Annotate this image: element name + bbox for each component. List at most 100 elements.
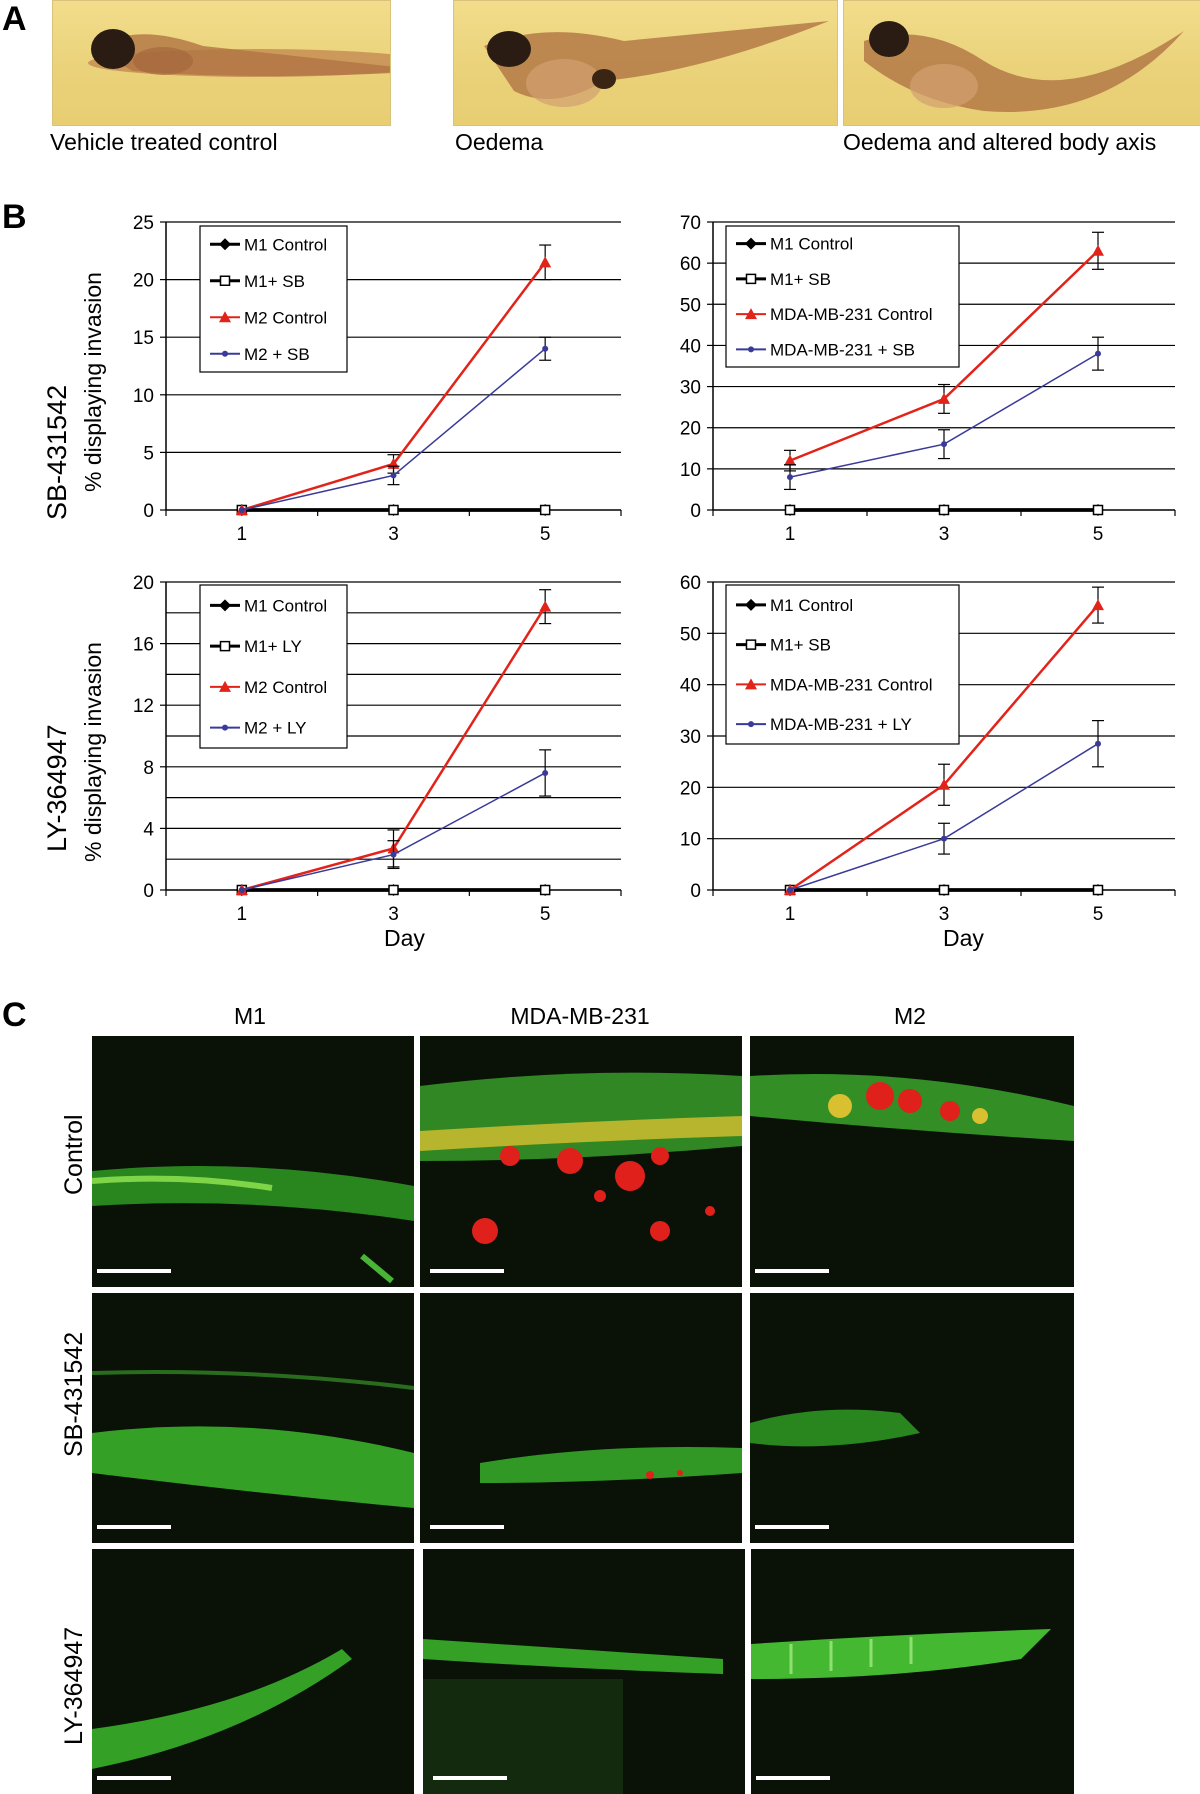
y-tick-label: 10: [680, 460, 701, 481]
data-point: [787, 887, 793, 893]
xlabel-right: Day: [943, 925, 984, 951]
larva-photo-oedema: [453, 0, 838, 126]
data-point: [938, 504, 950, 516]
legend-label: MDA-MB-231 Control: [770, 675, 933, 694]
y-tick-label: 8: [143, 758, 154, 779]
legend-marker: [745, 639, 757, 650]
legend-label: M2 Control: [244, 308, 327, 327]
legend-box: [725, 225, 960, 368]
y-tick-label: 0: [143, 881, 154, 902]
y-tick-label: 60: [680, 573, 701, 594]
scale-bar: [756, 1776, 830, 1780]
legend-label: M1+ SB: [770, 636, 831, 655]
data-point: [941, 441, 947, 448]
y-tick-label: 15: [133, 328, 154, 349]
legend-marker: [748, 721, 754, 728]
image-m2-ly: [751, 1549, 1074, 1794]
x-tick-label: 1: [237, 904, 248, 925]
legend-box: [199, 584, 348, 749]
legend-label: M1 Control: [770, 596, 853, 615]
x-tick-label: 5: [540, 524, 551, 545]
x-tick-label: 5: [540, 904, 551, 925]
data-point: [938, 884, 950, 896]
legend-label: M1+ LY: [244, 637, 302, 656]
y-tick-label: 5: [143, 443, 154, 464]
data-point: [1092, 244, 1104, 256]
fluorescence-m1-control: [92, 1166, 414, 1284]
fluorescence-mda-ly: [423, 1639, 723, 1794]
data-point: [390, 851, 397, 858]
data-point: [539, 256, 552, 268]
legend-label: M1 Control: [244, 596, 327, 615]
data-point: [938, 778, 950, 790]
scale-bar: [97, 1269, 171, 1273]
fluorescence-mda-control: [420, 1072, 742, 1244]
x-tick-label: 1: [785, 904, 796, 925]
data-point: [1095, 740, 1101, 747]
panel-c-label: C: [2, 996, 27, 1034]
image-m2-control: [750, 1036, 1074, 1287]
data-point: [787, 474, 793, 481]
y-tick-label: 70: [680, 213, 701, 234]
fluorescence-mda-sb: [480, 1447, 742, 1483]
legend-marker: [219, 599, 231, 612]
y-tick-label: 40: [680, 676, 701, 697]
data-point: [539, 884, 551, 896]
col-title-m1: M1: [234, 1003, 266, 1029]
legend-marker: [219, 640, 231, 652]
col-title-m2: M2: [894, 1003, 926, 1029]
fluorescence-m2-ly: [751, 1629, 1051, 1679]
y-tick-label: 20: [133, 271, 154, 292]
data-point: [388, 504, 399, 516]
scale-bar: [433, 1776, 507, 1780]
legend-label: M1 Control: [244, 235, 327, 254]
legend-marker: [219, 238, 231, 251]
legend-label: MDA-MB-231 Control: [770, 305, 933, 324]
data-point: [784, 504, 796, 516]
legend-box: [725, 584, 960, 745]
legend-marker: [222, 724, 228, 731]
image-mda-control: [420, 1036, 742, 1287]
legend-marker: [222, 350, 228, 357]
y-tick-label: 0: [143, 501, 154, 522]
col-title-mda: MDA-MB-231: [510, 1003, 650, 1029]
image-m1-ly: [92, 1549, 414, 1794]
data-point: [938, 392, 950, 404]
legend-label: M1 Control: [770, 235, 853, 254]
legend-label: M2 + SB: [244, 345, 310, 364]
data-point: [238, 887, 245, 893]
image-mda-sb: [420, 1293, 742, 1543]
larva-photo-control: [52, 0, 433, 126]
legend-marker: [745, 237, 757, 250]
data-point: [539, 504, 551, 516]
scale-bar: [97, 1525, 171, 1529]
legend-label: M2 + LY: [244, 719, 307, 738]
data-point: [941, 835, 947, 842]
y-tick-label: 25: [133, 213, 154, 234]
larva-oedema-image: [484, 21, 829, 107]
y-tick-label: 0: [690, 501, 701, 522]
x-tick-label: 5: [1093, 904, 1104, 925]
image-mda-ly: [423, 1549, 745, 1794]
fluorescence-m2-sb: [750, 1409, 920, 1447]
fluorescence-m2-control: [750, 1074, 1074, 1141]
y-tick-label: 0: [690, 881, 701, 902]
x-tick-label: 5: [1093, 524, 1104, 545]
c-row-label-control: Control: [60, 1114, 88, 1195]
legend-marker: [745, 598, 757, 611]
legend-marker: [748, 346, 754, 353]
larva-photo-oedema-axis: [843, 0, 1200, 126]
x-tick-label: 3: [939, 524, 950, 545]
legend-marker: [745, 678, 757, 690]
legend-label: M2 Control: [244, 678, 327, 697]
data-point: [542, 769, 549, 776]
c-row-label-sb: SB-431542: [60, 1331, 88, 1457]
y-tick-label: 20: [133, 573, 154, 594]
panel-a-label: A: [2, 0, 27, 38]
data-point: [539, 600, 552, 612]
legend-label: MDA-MB-231 + LY: [770, 715, 912, 734]
legend-label: M1+ SB: [770, 270, 831, 289]
scale-bar: [755, 1525, 829, 1529]
data-point: [1092, 504, 1104, 516]
xlabel-left: Day: [384, 925, 425, 951]
